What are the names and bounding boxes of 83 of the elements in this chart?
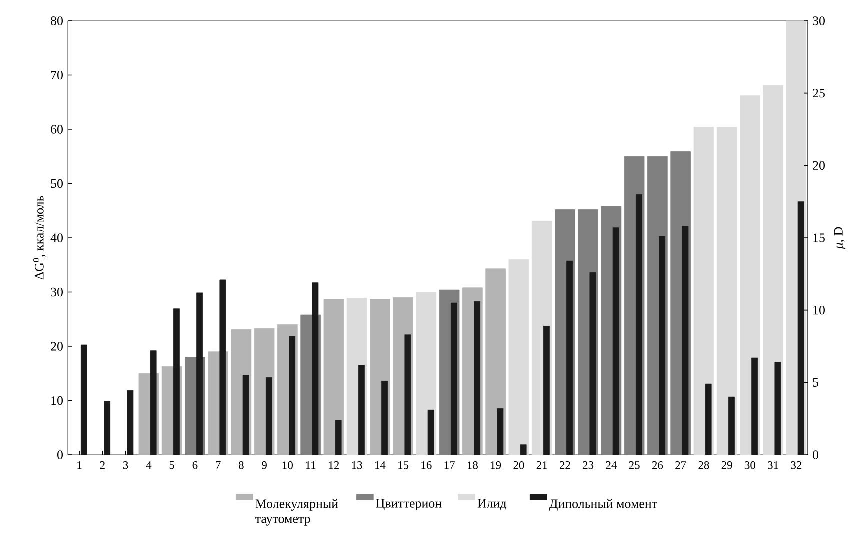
bar <box>543 326 550 456</box>
bar <box>716 127 738 456</box>
bar <box>335 420 342 456</box>
bar <box>752 358 758 456</box>
bar <box>520 444 527 456</box>
y2-tick-label: 30 <box>813 16 825 26</box>
x-tick-label: 28 <box>698 462 710 470</box>
x-tick-label: 18 <box>468 462 478 470</box>
bar <box>774 362 782 456</box>
y-tick-label: 30 <box>51 288 63 297</box>
bar <box>416 292 437 456</box>
bar <box>428 410 434 456</box>
x-tick-label: 10 <box>282 462 293 470</box>
y2-tick-label: 20 <box>813 161 825 170</box>
x-tick-label: 21 <box>536 462 548 470</box>
bar <box>358 365 365 456</box>
x-tick-label: 9 <box>262 462 267 470</box>
bar <box>324 299 344 456</box>
x-tick-label: 4 <box>146 462 152 470</box>
y-tick-label: 70 <box>51 70 63 80</box>
x-tick-label: 7 <box>216 462 221 470</box>
bar <box>80 344 88 456</box>
bar <box>382 381 388 456</box>
x-tick-label: 22 <box>560 462 570 470</box>
y2-axis-title: μ, D <box>834 227 846 250</box>
y2-tick-label: 5 <box>813 378 818 387</box>
x-tick-label: 24 <box>606 462 617 470</box>
bar <box>127 390 134 456</box>
y-tick-label: 60 <box>51 125 63 134</box>
bar <box>497 408 504 456</box>
bar <box>266 377 272 456</box>
x-tick-label: 27 <box>676 462 686 470</box>
x-tick-label: 14 <box>375 462 386 470</box>
x-tick-label: 17 <box>444 462 455 470</box>
y-tick-label: 20 <box>51 342 63 351</box>
x-tick-label: 20 <box>514 462 524 470</box>
x-tick-label: 5 <box>170 462 174 470</box>
bar <box>705 384 712 456</box>
y-tick-label: 40 <box>50 234 63 242</box>
y-axis-title: ΔG$^{0}$, ккал/моль <box>33 196 46 280</box>
bar <box>740 96 760 456</box>
y-tick-label: 50 <box>51 179 63 188</box>
y2-tick-label: 10 <box>814 306 825 315</box>
y2-tick-label: 25 <box>813 88 825 98</box>
x-tick-label: 11 <box>306 462 316 470</box>
x-tick-label: 32 <box>791 462 802 470</box>
bar <box>798 202 804 456</box>
x-tick-label: 8 <box>239 462 244 470</box>
x-tick-label: 12 <box>329 462 340 470</box>
bar <box>694 127 714 456</box>
bar <box>590 272 596 456</box>
bar <box>682 226 689 456</box>
legend-label: Дипольный момент <box>549 499 658 511</box>
legend-label: Цвиттерион <box>376 499 442 511</box>
y-tick-label: 10 <box>52 396 63 406</box>
bar <box>486 268 506 456</box>
x-tick-label: 30 <box>745 462 756 470</box>
x-tick-label: 31 <box>768 462 778 470</box>
y2-tick-label: 15 <box>814 234 825 242</box>
x-tick-label: 29 <box>722 462 732 470</box>
bar <box>404 334 412 456</box>
x-tick-label: 15 <box>398 462 409 470</box>
y-tick-label: 0 <box>58 450 63 460</box>
x-tick-label: 6 <box>192 462 198 470</box>
x-tick-label: 3 <box>123 462 128 470</box>
x-tick-label: 16 <box>422 462 432 470</box>
bar <box>763 85 784 456</box>
bar <box>104 401 111 456</box>
x-tick-label: 19 <box>491 462 502 470</box>
legend-label: Молекулярный таутометр <box>256 499 338 526</box>
x-tick-label: 1 <box>78 462 82 470</box>
bar <box>728 396 735 456</box>
x-tick-label: 13 <box>352 462 362 470</box>
y2-tick-label: 0 <box>813 450 819 460</box>
y-tick-label: 80 <box>51 16 63 26</box>
bar <box>242 375 250 456</box>
x-tick-label: 25 <box>629 462 640 470</box>
bar <box>508 260 530 456</box>
legend-label: Илид <box>478 499 507 510</box>
x-tick-label: 23 <box>583 462 594 470</box>
bar <box>659 236 666 456</box>
x-tick-label: 26 <box>652 462 664 470</box>
x-tick-label: 2 <box>100 462 105 470</box>
